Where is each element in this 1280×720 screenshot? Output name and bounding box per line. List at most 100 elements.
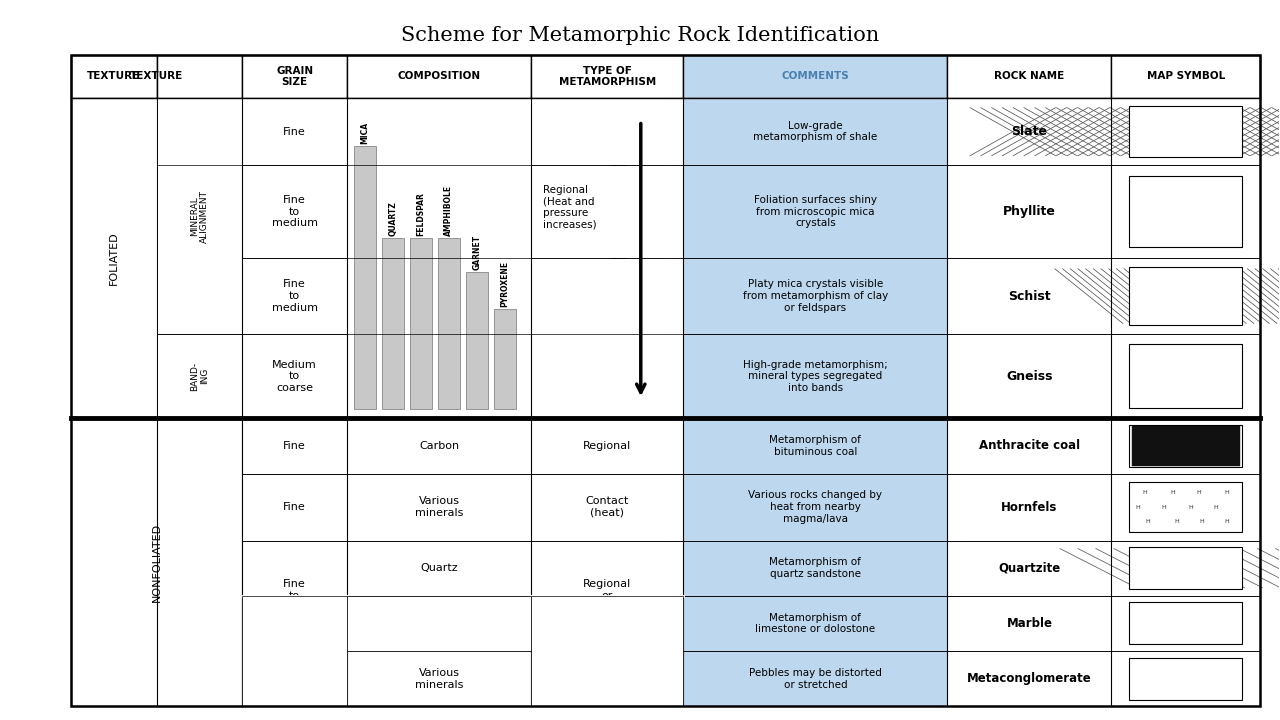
Bar xyxy=(242,418,347,474)
Bar xyxy=(531,596,684,706)
Bar xyxy=(684,418,947,474)
Text: Regional
(Heat and
pressure
increases): Regional (Heat and pressure increases) xyxy=(544,184,596,230)
Bar xyxy=(1132,426,1240,466)
Bar xyxy=(347,596,531,651)
Text: PYROXENE: PYROXENE xyxy=(500,261,509,307)
Text: MINERAL
ALIGNMENT: MINERAL ALIGNMENT xyxy=(189,189,209,243)
Text: H: H xyxy=(1197,490,1201,495)
Text: ROCK NAME: ROCK NAME xyxy=(995,71,1065,81)
Text: Calcite and/or
dolomite: Calcite and/or dolomite xyxy=(401,613,477,634)
Text: Metaconglomerate: Metaconglomerate xyxy=(968,672,1092,685)
Bar xyxy=(1111,165,1260,258)
Text: Anthracite coal: Anthracite coal xyxy=(979,439,1080,452)
Text: MAP SYMBOL: MAP SYMBOL xyxy=(1147,71,1225,81)
Bar xyxy=(242,596,347,706)
Text: Metamorphism of
bituminous coal: Metamorphism of bituminous coal xyxy=(769,435,861,456)
Text: Carbon: Carbon xyxy=(419,441,460,451)
Bar xyxy=(1129,482,1243,533)
Text: FOLIATED: FOLIATED xyxy=(109,231,119,285)
Text: Fine
to
coarse: Fine to coarse xyxy=(276,634,314,667)
Text: FELDSPAR: FELDSPAR xyxy=(416,192,425,236)
Text: Medium
to
coarse: Medium to coarse xyxy=(273,359,317,392)
Text: COMPOSITION: COMPOSITION xyxy=(398,71,480,81)
Bar xyxy=(156,98,242,334)
Bar xyxy=(1129,425,1243,467)
Text: Calcite and/or
dolomite: Calcite and/or dolomite xyxy=(401,613,477,634)
Bar xyxy=(947,98,1111,165)
Bar xyxy=(347,55,531,98)
Text: H: H xyxy=(1143,490,1147,495)
Text: Fine: Fine xyxy=(283,127,306,137)
Bar xyxy=(1129,425,1243,467)
Text: Slate: Slate xyxy=(1011,125,1047,138)
Bar xyxy=(1129,176,1243,247)
Text: Fine
to
coarse: Fine to coarse xyxy=(276,579,314,613)
Bar xyxy=(1129,176,1243,247)
Bar xyxy=(684,165,947,258)
Bar xyxy=(1111,98,1260,165)
Text: H: H xyxy=(1175,519,1180,524)
Text: H: H xyxy=(1146,519,1151,524)
Bar xyxy=(1129,482,1243,533)
Text: H: H xyxy=(1170,490,1175,495)
Text: Regional: Regional xyxy=(584,441,631,451)
Bar xyxy=(355,146,376,409)
Text: NONFOLIATED: NONFOLIATED xyxy=(151,523,161,602)
Text: Phyllite: Phyllite xyxy=(1004,205,1056,218)
Bar xyxy=(1129,107,1243,157)
Bar xyxy=(531,541,684,651)
Bar xyxy=(1111,418,1260,474)
Text: H: H xyxy=(1213,505,1219,510)
Text: H: H xyxy=(1162,505,1166,510)
Bar xyxy=(242,258,347,334)
Text: Regional
or
contact: Regional or contact xyxy=(584,579,631,613)
Bar xyxy=(531,651,684,706)
Text: Schist: Schist xyxy=(1009,289,1051,302)
Bar xyxy=(947,165,1111,258)
Bar xyxy=(1111,474,1260,541)
Bar xyxy=(156,55,242,98)
Bar xyxy=(684,55,947,98)
Bar xyxy=(347,474,531,541)
Text: Pebbles may be distorted
or stretched: Pebbles may be distorted or stretched xyxy=(749,668,882,690)
Bar xyxy=(1129,267,1243,325)
Bar xyxy=(1111,651,1260,706)
Text: Regional
or
contact: Regional or contact xyxy=(584,634,631,667)
Bar xyxy=(1111,596,1260,651)
Bar xyxy=(242,98,347,165)
Bar xyxy=(1111,258,1260,334)
Bar xyxy=(947,596,1111,651)
Bar xyxy=(383,238,404,409)
Text: High-grade metamorphism;
mineral types segregated
into bands: High-grade metamorphism; mineral types s… xyxy=(742,359,888,392)
Text: Hornfels: Hornfels xyxy=(1001,500,1057,513)
Bar xyxy=(438,238,460,409)
Text: H: H xyxy=(1199,519,1204,524)
Text: Platy mica crystals visible
from metamorphism of clay
or feldspars: Platy mica crystals visible from metamor… xyxy=(742,279,888,312)
Bar xyxy=(684,334,947,418)
Bar xyxy=(410,238,431,409)
Bar xyxy=(1129,603,1243,644)
Bar xyxy=(531,418,684,474)
Bar xyxy=(347,596,531,651)
Bar xyxy=(1111,334,1260,418)
Bar xyxy=(1129,267,1243,325)
Bar xyxy=(684,651,947,706)
Bar xyxy=(1129,603,1243,644)
Bar xyxy=(947,651,1111,706)
Bar xyxy=(70,55,156,98)
Text: COMMENTS: COMMENTS xyxy=(782,71,849,81)
Bar xyxy=(947,258,1111,334)
Text: TEXTURE: TEXTURE xyxy=(131,71,183,81)
Bar xyxy=(1129,107,1243,157)
Text: TEXTURE: TEXTURE xyxy=(87,71,141,81)
Text: Contact
(heat): Contact (heat) xyxy=(586,496,628,518)
Text: Marble: Marble xyxy=(1006,617,1052,630)
Bar xyxy=(70,98,156,418)
Text: Metamorphism of
limestone or dolostone: Metamorphism of limestone or dolostone xyxy=(755,613,876,634)
Text: Coarse: Coarse xyxy=(275,674,314,684)
Bar xyxy=(947,55,1111,98)
Text: QUARTZ: QUARTZ xyxy=(389,201,398,236)
Text: Low-grade
metamorphism of shale: Low-grade metamorphism of shale xyxy=(753,121,878,143)
Bar xyxy=(531,474,684,541)
Text: BAND-
ING: BAND- ING xyxy=(189,361,209,391)
